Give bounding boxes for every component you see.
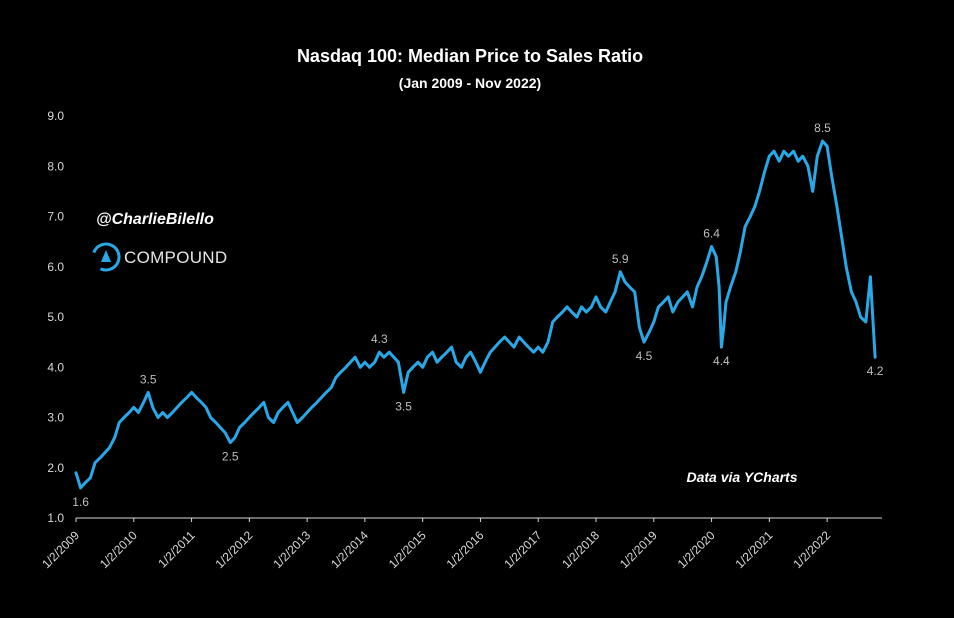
y-tick-label: 1.0	[47, 511, 64, 525]
y-tick-label: 6.0	[47, 260, 64, 274]
y-axis: 1.0 2.0 3.0 4.0 5.0 6.0 7.0 8.0 9.0	[47, 109, 64, 525]
data-label: 4.4	[713, 354, 730, 368]
chart-subtitle: (Jan 2009 - Nov 2022)	[399, 75, 541, 91]
annotation-layer: 1.6 3.5 2.5 4.3 3.5 5.9 4.5 6.4 4.4 8.5 4.2	[72, 121, 883, 509]
series-layer	[74, 139, 877, 490]
y-tick-label: 2.0	[47, 461, 64, 475]
data-label: 4.5	[636, 349, 653, 363]
y-tick-label: 3.0	[47, 411, 64, 425]
y-tick-label: 8.0	[47, 159, 64, 173]
data-label: 4.3	[371, 332, 388, 346]
compound-logo-icon	[91, 242, 121, 272]
data-label: 5.9	[612, 252, 629, 266]
data-label: 1.6	[72, 495, 89, 509]
series-line	[74, 139, 877, 490]
y-tick-label: 9.0	[47, 109, 64, 123]
data-label: 2.5	[222, 450, 239, 464]
y-tick-label: 5.0	[47, 310, 64, 324]
data-label: 8.5	[814, 121, 831, 135]
y-tick-label: 4.0	[47, 360, 64, 374]
data-label: 4.2	[867, 364, 884, 378]
data-label: 3.5	[395, 399, 412, 413]
chart-title: Nasdaq 100: Median Price to Sales Ratio	[297, 46, 643, 66]
data-label: 3.5	[140, 372, 157, 386]
watermark-brand: COMPOUND	[124, 248, 227, 267]
source-note: Data via YCharts	[686, 469, 797, 485]
watermark-handle: @CharlieBilello	[96, 211, 214, 228]
y-tick-label: 7.0	[47, 210, 64, 224]
data-label: 6.4	[703, 227, 720, 241]
watermark: @CharlieBilello COMPOUND	[91, 211, 227, 272]
